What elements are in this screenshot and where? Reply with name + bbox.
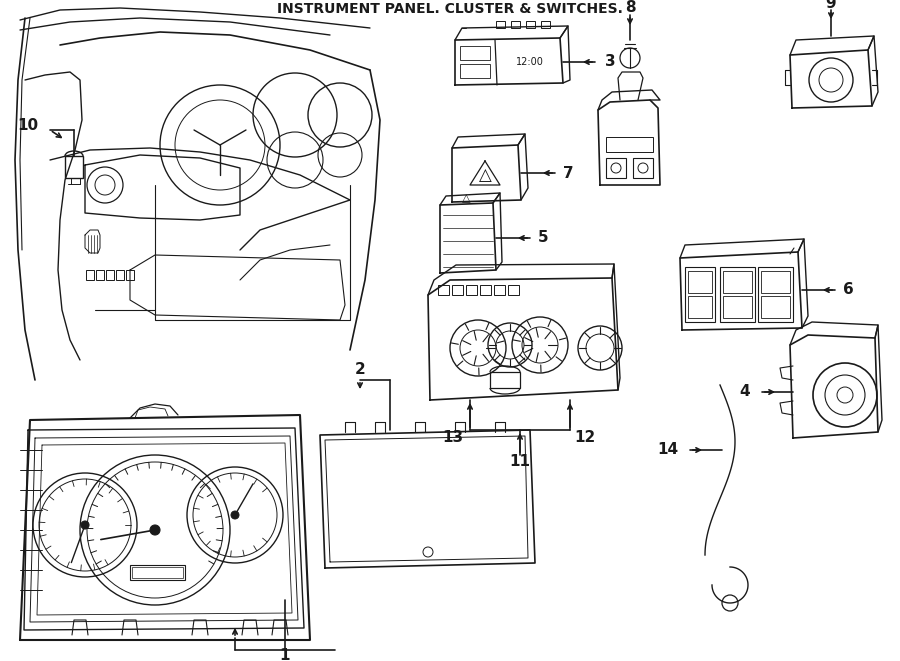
Bar [452, 285, 463, 295]
Text: 6: 6 [842, 282, 853, 297]
Bar [132, 567, 183, 578]
Bar [688, 296, 712, 318]
Text: 14: 14 [657, 442, 678, 457]
Text: 11: 11 [509, 455, 530, 469]
Circle shape [150, 525, 160, 535]
Bar [606, 158, 626, 178]
Bar [723, 296, 752, 318]
Bar [130, 565, 185, 580]
Text: 10: 10 [17, 118, 38, 132]
Bar [685, 267, 715, 322]
Bar [126, 270, 134, 280]
Bar [65, 156, 83, 178]
Bar [526, 21, 535, 28]
Bar [688, 271, 712, 293]
Bar [438, 285, 449, 295]
Text: 12:00: 12:00 [516, 57, 544, 67]
Bar [541, 21, 550, 28]
Bar [758, 267, 793, 322]
Text: INSTRUMENT PANEL. CLUSTER & SWITCHES.: INSTRUMENT PANEL. CLUSTER & SWITCHES. [277, 2, 623, 16]
Text: △: △ [479, 166, 491, 184]
Bar [480, 285, 491, 295]
Bar [606, 137, 653, 152]
Bar [460, 64, 490, 78]
Bar [490, 372, 520, 388]
Text: △: △ [462, 193, 470, 203]
Bar [494, 285, 505, 295]
Text: 7: 7 [562, 165, 573, 180]
Bar [508, 285, 519, 295]
Bar [106, 270, 114, 280]
Text: 5: 5 [537, 231, 548, 245]
Text: 9: 9 [825, 0, 836, 11]
Circle shape [81, 521, 89, 529]
Bar [116, 270, 124, 280]
Circle shape [231, 511, 239, 519]
Bar [720, 267, 755, 322]
Text: 3: 3 [605, 54, 616, 69]
Bar [496, 21, 505, 28]
Text: 13: 13 [443, 430, 464, 444]
Bar [466, 285, 477, 295]
Bar [761, 296, 790, 318]
Bar [511, 21, 520, 28]
Bar [86, 270, 94, 280]
Bar [633, 158, 653, 178]
Bar [723, 271, 752, 293]
Text: 1: 1 [280, 648, 290, 661]
Bar [460, 46, 490, 60]
Text: 8: 8 [625, 1, 635, 15]
Text: 12: 12 [574, 430, 596, 444]
Text: 4: 4 [740, 385, 750, 399]
Bar [761, 271, 790, 293]
Bar [96, 270, 104, 280]
Text: 2: 2 [355, 362, 365, 377]
